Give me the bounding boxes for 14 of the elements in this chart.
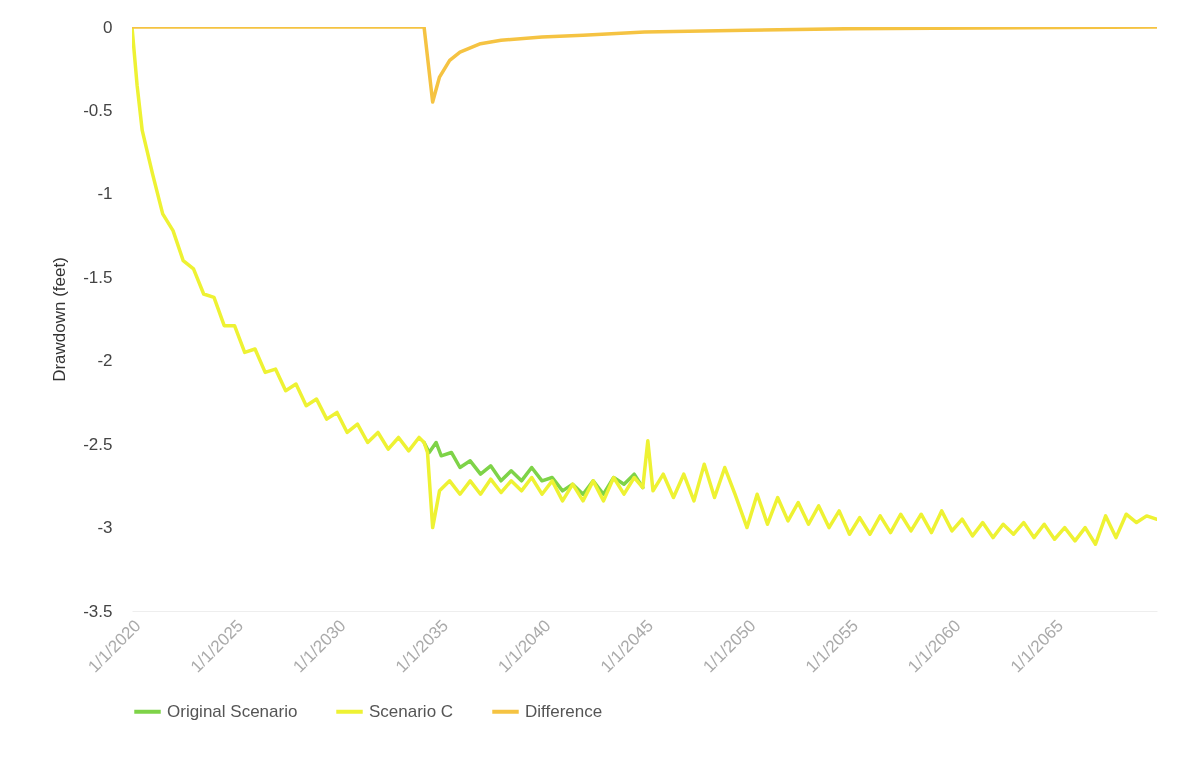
legend-label: Difference xyxy=(525,701,603,721)
line-series xyxy=(132,27,1157,547)
y-tick-label: -0.5 xyxy=(83,100,113,120)
y-tick-label: -3 xyxy=(97,518,113,538)
y-tick-label: -2.5 xyxy=(83,434,113,454)
y-tick-label: -1.5 xyxy=(83,267,113,287)
y-tick-label: -2 xyxy=(97,351,113,371)
legend-label: Scenario C xyxy=(369,701,454,721)
y-tick-label: -3.5 xyxy=(83,601,113,621)
y-axis-title: Drawdown (feet) xyxy=(50,257,70,382)
y-tick-label: 0 xyxy=(103,17,113,37)
line-series xyxy=(132,27,1157,104)
y-tick-label: -1 xyxy=(97,184,113,204)
legend-label: Original Scenario xyxy=(167,701,298,721)
